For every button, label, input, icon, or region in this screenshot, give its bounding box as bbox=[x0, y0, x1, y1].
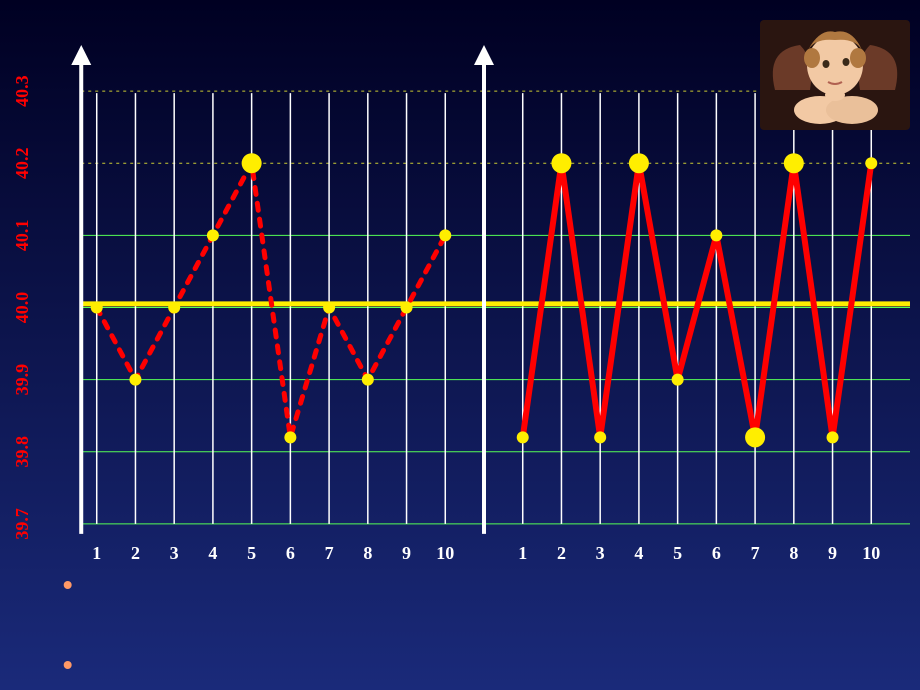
series-right-point bbox=[710, 229, 722, 241]
series-left-point bbox=[129, 374, 141, 386]
y-tick-label: 39.8 bbox=[12, 436, 32, 468]
series-left-point bbox=[242, 153, 262, 173]
series-right-point bbox=[827, 431, 839, 443]
x-tick-label: 1 bbox=[518, 543, 527, 563]
dual-line-chart: 39.7 39.8 39.9 40.0 40.1 40.2 40.3 1 2 3 4 5 6 7 8 9 10 1… bbox=[0, 0, 920, 690]
x-tick-label: 3 bbox=[596, 543, 605, 563]
series-right-point bbox=[672, 374, 684, 386]
series-right-point bbox=[745, 427, 765, 447]
x-tick-label: 8 bbox=[789, 543, 798, 563]
x-tick-label: 9 bbox=[828, 543, 837, 563]
series-left-point bbox=[401, 302, 413, 314]
series-left-point bbox=[362, 374, 374, 386]
x-tick-label: 6 bbox=[286, 543, 295, 563]
bullet-icon bbox=[64, 581, 72, 589]
cherub-image bbox=[760, 20, 910, 130]
y-tick-label: 40.2 bbox=[12, 147, 32, 179]
y-tick-label: 39.7 bbox=[12, 508, 32, 540]
x-tick-label: 2 bbox=[557, 543, 566, 563]
series-left-point bbox=[91, 302, 103, 314]
series-left-point bbox=[439, 229, 451, 241]
series-right-point bbox=[517, 431, 529, 443]
x-tick-label: 10 bbox=[436, 543, 454, 563]
x-tick-label: 5 bbox=[673, 543, 682, 563]
x-tick-label: 3 bbox=[170, 543, 179, 563]
series-left-point bbox=[284, 431, 296, 443]
series-left-point bbox=[207, 229, 219, 241]
series-right-point bbox=[594, 431, 606, 443]
series-right-point bbox=[551, 153, 571, 173]
series-right-point bbox=[784, 153, 804, 173]
y-tick-label: 40.3 bbox=[12, 75, 32, 107]
x-tick-label: 7 bbox=[751, 543, 760, 563]
x-tick-label: 6 bbox=[712, 543, 721, 563]
x-tick-label: 1 bbox=[92, 543, 101, 563]
x-tick-label: 2 bbox=[131, 543, 140, 563]
y-tick-label: 39.9 bbox=[12, 364, 32, 396]
series-left-point bbox=[168, 302, 180, 314]
bullet-icon bbox=[64, 661, 72, 669]
y-tick-label: 40.1 bbox=[12, 220, 32, 252]
x-tick-label: 4 bbox=[634, 543, 643, 563]
series-right-point bbox=[629, 153, 649, 173]
x-tick-label: 5 bbox=[247, 543, 256, 563]
x-tick-label: 4 bbox=[208, 543, 217, 563]
x-tick-label: 10 bbox=[862, 543, 880, 563]
x-tick-label: 7 bbox=[325, 543, 334, 563]
series-right-point bbox=[865, 157, 877, 169]
x-tick-label: 8 bbox=[363, 543, 372, 563]
x-tick-label: 9 bbox=[402, 543, 411, 563]
y-tick-label: 40.0 bbox=[12, 292, 32, 324]
series-left-point bbox=[323, 302, 335, 314]
